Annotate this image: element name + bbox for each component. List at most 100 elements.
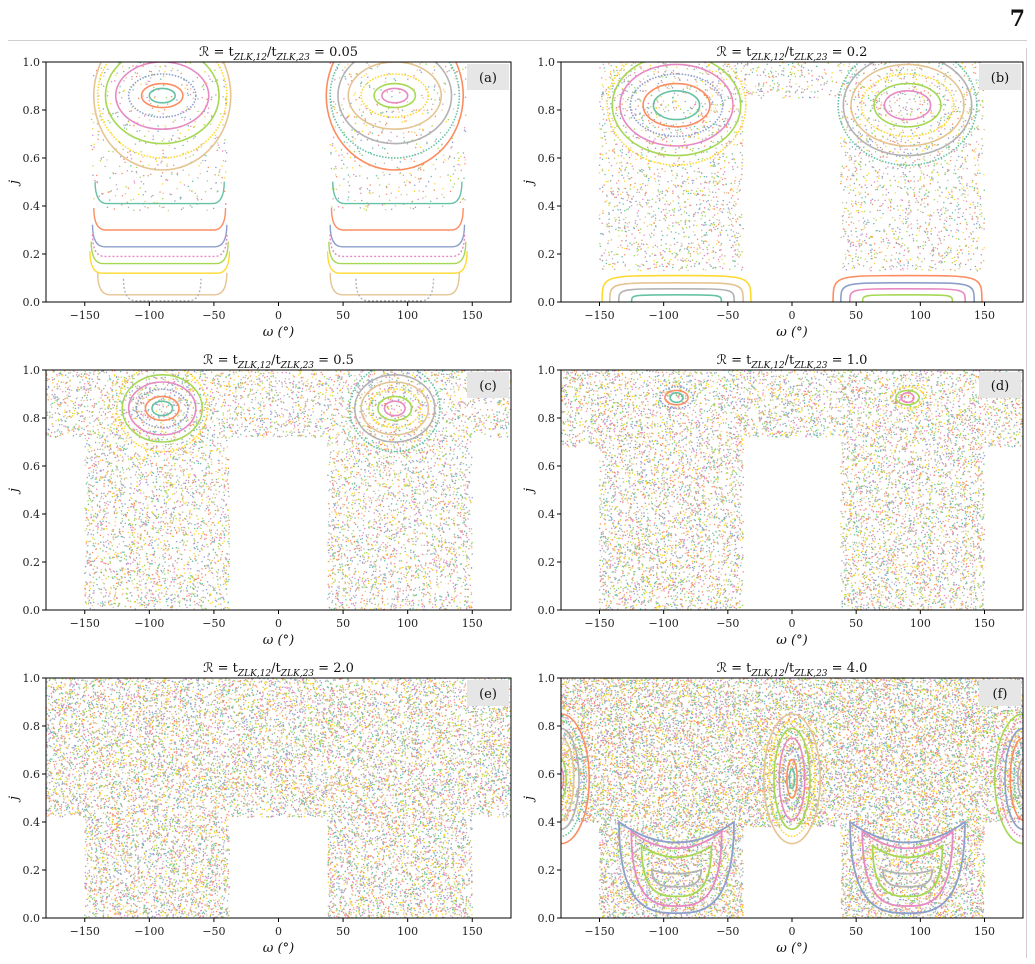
- y-tick-label: 1.0: [538, 56, 556, 69]
- x-axis-label: ω (°): [263, 633, 294, 648]
- plot-area: [46, 370, 511, 610]
- y-tick-label: 0.6: [538, 152, 556, 165]
- x-tick-label: 50: [336, 617, 350, 630]
- y-tick-label: 0.6: [538, 768, 556, 781]
- panel-title: ℛ = tZLK,12/tZLK,23 = 1.0: [717, 353, 868, 371]
- x-tick-label: 0: [275, 309, 282, 322]
- y-tick-label: 0.2: [538, 864, 556, 877]
- y-axis-label: j: [522, 488, 537, 495]
- panel-title: ℛ = tZLK,12/tZLK,23 = 0.5: [203, 353, 354, 371]
- x-tick-label: −150: [584, 925, 614, 938]
- circulating-orbit: [93, 207, 227, 231]
- plot-area: [561, 678, 1023, 918]
- panel-label-box: [979, 64, 1021, 90]
- y-tick-label: 0.6: [23, 460, 41, 473]
- y-tick-label: 0.8: [23, 720, 41, 733]
- y-tick-label: 0.4: [23, 508, 41, 521]
- y-tick-label: 0.4: [538, 508, 556, 521]
- x-axis-label: ω (°): [263, 941, 294, 956]
- u-shaped-orbit: [849, 820, 966, 915]
- low-j-orbit: [861, 294, 954, 302]
- y-tick-label: 0.8: [23, 412, 41, 425]
- x-tick-label: 0: [275, 925, 282, 938]
- circulating-orbit: [330, 207, 464, 231]
- y-tick-label: 0.4: [23, 200, 41, 213]
- y-tick-label: 0.6: [23, 152, 41, 165]
- libration-island: [325, 62, 465, 171]
- axes-frame: [560, 369, 1024, 611]
- panel-e: −150 −100 −50 0 50 100 150 0.0 0.2 0.4 0.6 0.8 1.0 ω …: [7, 661, 512, 956]
- u-shaped-orbit: [650, 868, 703, 888]
- panel-label-box: [467, 680, 509, 706]
- x-tick-label: 50: [336, 925, 350, 938]
- x-tick-label: −150: [584, 617, 614, 630]
- y-axis-label: j: [7, 796, 22, 803]
- y-tick-label: 0.0: [23, 296, 41, 309]
- x-tick-label: 150: [974, 617, 995, 630]
- y-axis-label: j: [522, 796, 537, 803]
- panel-f: −150 −100 −50 0 50 100 150 0.0 0.2 0.4 0.6 0.8 1.0 ω …: [522, 661, 1024, 956]
- x-tick-label: 100: [910, 309, 931, 322]
- panel-b: −150 −100 −50 0 50 100 150 0.0 0.2 0.4 0.6 0.8 1.0 ω …: [522, 45, 1024, 340]
- panel-title: ℛ = tZLK,12/tZLK,23 = 4.0: [717, 661, 868, 679]
- chaotic-sea: [598, 62, 986, 272]
- x-tick-label: 150: [974, 925, 995, 938]
- x-tick-label: 150: [462, 309, 483, 322]
- x-tick-label: −50: [716, 617, 739, 630]
- y-tick-label: 0.0: [538, 296, 556, 309]
- plot-area: [89, 62, 468, 302]
- y-tick-label: 0.6: [23, 768, 41, 781]
- y-tick-label: 0.8: [538, 104, 556, 117]
- y-tick-label: 0.0: [23, 912, 41, 925]
- circulating-orbit: [328, 241, 467, 265]
- panel-label-box: [979, 372, 1021, 398]
- panel-label-box: [467, 372, 509, 398]
- panel-label-box: [979, 680, 1021, 706]
- panel-c: −150 −100 −50 0 50 100 150 0.0 0.2 0.4 0.6 0.8 1.0 ω …: [7, 353, 512, 648]
- libration-island: [658, 386, 694, 410]
- x-tick-label: 150: [974, 309, 995, 322]
- u-shaped-orbit: [871, 844, 944, 898]
- x-tick-label: −150: [584, 309, 614, 322]
- y-axis-label: j: [7, 488, 22, 495]
- x-tick-label: −100: [649, 309, 679, 322]
- panel-label: (d): [991, 379, 1009, 394]
- low-j-orbit: [630, 294, 723, 302]
- chaotic-sea: [561, 370, 1023, 610]
- y-tick-label: 0.8: [23, 104, 41, 117]
- x-tick-label: 0: [789, 309, 796, 322]
- x-tick-label: 50: [336, 309, 350, 322]
- u-shaped-orbit: [630, 829, 723, 907]
- u-shaped-orbit: [640, 844, 713, 898]
- y-tick-label: 0.4: [538, 200, 556, 213]
- libration-island: [837, 62, 978, 166]
- panel-title: ℛ = tZLK,12/tZLK,23 = 2.0: [203, 661, 354, 679]
- panel-title: ℛ = tZLK,12/tZLK,23 = 0.2: [717, 45, 868, 63]
- circulating-orbit: [326, 251, 468, 274]
- circulating-orbit: [90, 241, 229, 265]
- y-tick-label: 0.8: [538, 720, 556, 733]
- low-j-orbit: [617, 288, 736, 302]
- x-tick-label: −50: [716, 309, 739, 322]
- u-shaped-orbit: [618, 820, 735, 915]
- chaotic-sea: [90, 62, 467, 212]
- y-tick-label: 1.0: [23, 364, 41, 377]
- x-tick-label: 100: [397, 309, 418, 322]
- panel-label: (a): [479, 71, 497, 86]
- axes-frame: [45, 369, 512, 611]
- y-axis-label: j: [7, 180, 22, 187]
- circulating-orbit: [332, 181, 463, 205]
- x-tick-label: 100: [910, 617, 931, 630]
- x-tick-label: 100: [910, 925, 931, 938]
- libration-island: [116, 370, 209, 453]
- header-rule: [8, 40, 1027, 41]
- libration-island: [92, 62, 232, 171]
- right-divider: [1026, 48, 1027, 958]
- panel-title: ℛ = tZLK,12/tZLK,23 = 0.05: [199, 45, 358, 63]
- y-tick-label: 0.4: [538, 816, 556, 829]
- x-tick-label: 50: [849, 925, 863, 938]
- panel-label-box: [467, 64, 509, 90]
- panel-label: (c): [479, 379, 496, 394]
- x-axis-label: ω (°): [776, 633, 807, 648]
- y-tick-label: 0.2: [23, 248, 41, 261]
